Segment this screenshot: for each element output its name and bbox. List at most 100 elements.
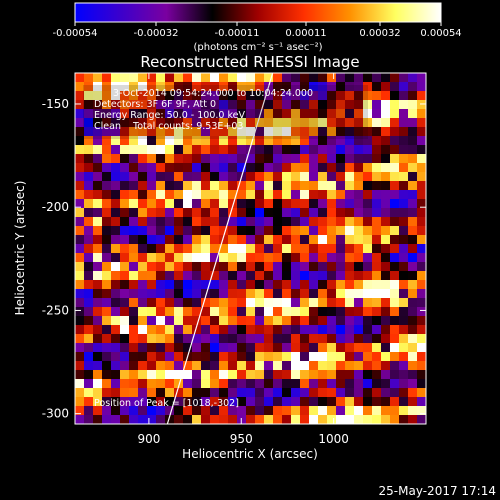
heatmap-cell: [192, 406, 201, 415]
heatmap-cell: [165, 163, 174, 172]
heatmap-cell: [399, 298, 408, 307]
heatmap-cell: [156, 190, 165, 199]
heatmap-cell: [237, 91, 246, 100]
heatmap-cell: [138, 298, 147, 307]
heatmap-cell: [408, 307, 417, 316]
heatmap-cell: [309, 370, 318, 379]
heatmap-cell: [255, 235, 264, 244]
heatmap-cell: [111, 172, 120, 181]
heatmap-cell: [399, 235, 408, 244]
heatmap-cell: [300, 415, 309, 424]
heatmap-cell: [399, 415, 408, 424]
heatmap-cell: [336, 190, 345, 199]
heatmap-cell: [336, 154, 345, 163]
heatmap-cell: [372, 379, 381, 388]
heatmap-cell: [102, 100, 111, 109]
heatmap-cell: [291, 100, 300, 109]
heatmap-cell: [273, 244, 282, 253]
heatmap-cell: [408, 217, 417, 226]
heatmap-cell: [129, 343, 138, 352]
heatmap-cell: [246, 73, 255, 82]
heatmap-cell: [183, 415, 192, 424]
heatmap-cell: [192, 361, 201, 370]
heatmap-cell: [111, 334, 120, 343]
heatmap-cell: [129, 181, 138, 190]
heatmap-cell: [273, 253, 282, 262]
heatmap-cell: [408, 316, 417, 325]
heatmap-cell: [93, 127, 102, 136]
heatmap-cell: [408, 127, 417, 136]
heatmap-cell: [129, 100, 138, 109]
heatmap-cell: [354, 172, 363, 181]
heatmap-cell: [156, 343, 165, 352]
heatmap-cell: [75, 181, 84, 190]
heatmap-cell: [408, 361, 417, 370]
heatmap-cell: [228, 145, 237, 154]
heatmap-cell: [192, 370, 201, 379]
heatmap-cell: [84, 388, 93, 397]
heatmap-cell: [318, 406, 327, 415]
heatmap-cell: [192, 118, 201, 127]
heatmap-cell: [246, 82, 255, 91]
heatmap-cell: [174, 316, 183, 325]
heatmap-cell: [129, 145, 138, 154]
heatmap-cell: [183, 379, 192, 388]
heatmap-cell: [327, 172, 336, 181]
heatmap-cell: [93, 163, 102, 172]
heatmap-cell: [282, 145, 291, 154]
heatmap-cell: [147, 136, 156, 145]
heatmap-cell: [282, 271, 291, 280]
heatmap-cell: [219, 415, 228, 424]
heatmap-cell: [183, 154, 192, 163]
heatmap-cell: [201, 244, 210, 253]
heatmap-cell: [138, 343, 147, 352]
heatmap-cell: [336, 127, 345, 136]
heatmap-cell: [111, 226, 120, 235]
heatmap-cell: [327, 73, 336, 82]
heatmap-cell: [399, 82, 408, 91]
heatmap-cell: [273, 172, 282, 181]
heatmap-cell: [129, 370, 138, 379]
heatmap-cell: [363, 316, 372, 325]
heatmap-cell: [183, 118, 192, 127]
heatmap-cell: [255, 316, 264, 325]
heatmap-cell: [228, 298, 237, 307]
heatmap-cell: [408, 91, 417, 100]
heatmap-cell: [417, 118, 426, 127]
heatmap-cell: [75, 217, 84, 226]
heatmap-cell: [417, 244, 426, 253]
heatmap-cell: [264, 136, 273, 145]
heatmap-cell: [336, 172, 345, 181]
heatmap-cell: [408, 244, 417, 253]
heatmap-cell: [264, 253, 273, 262]
heatmap-cell: [309, 217, 318, 226]
heatmap-cell: [372, 271, 381, 280]
heatmap-cell: [210, 307, 219, 316]
heatmap-cell: [192, 334, 201, 343]
heatmap-cell: [372, 406, 381, 415]
heatmap-cell: [84, 154, 93, 163]
heatmap-cell: [363, 127, 372, 136]
heatmap-cell: [291, 388, 300, 397]
heatmap-cell: [183, 136, 192, 145]
heatmap-cell: [264, 280, 273, 289]
heatmap-cell: [264, 190, 273, 199]
heatmap-cell: [129, 298, 138, 307]
heatmap-cell: [417, 289, 426, 298]
heatmap-cell: [219, 190, 228, 199]
heatmap-cell: [237, 136, 246, 145]
heatmap-cell: [192, 226, 201, 235]
heatmap-cell: [138, 100, 147, 109]
heatmap-cell: [129, 235, 138, 244]
heatmap-cell: [210, 280, 219, 289]
heatmap-cell: [219, 352, 228, 361]
heatmap-cell: [84, 406, 93, 415]
heatmap-cell: [174, 343, 183, 352]
heatmap-cell: [417, 127, 426, 136]
heatmap-cell: [390, 397, 399, 406]
heatmap-cell: [399, 388, 408, 397]
heatmap-cell: [147, 298, 156, 307]
heatmap-cell: [336, 199, 345, 208]
heatmap-cell: [165, 280, 174, 289]
